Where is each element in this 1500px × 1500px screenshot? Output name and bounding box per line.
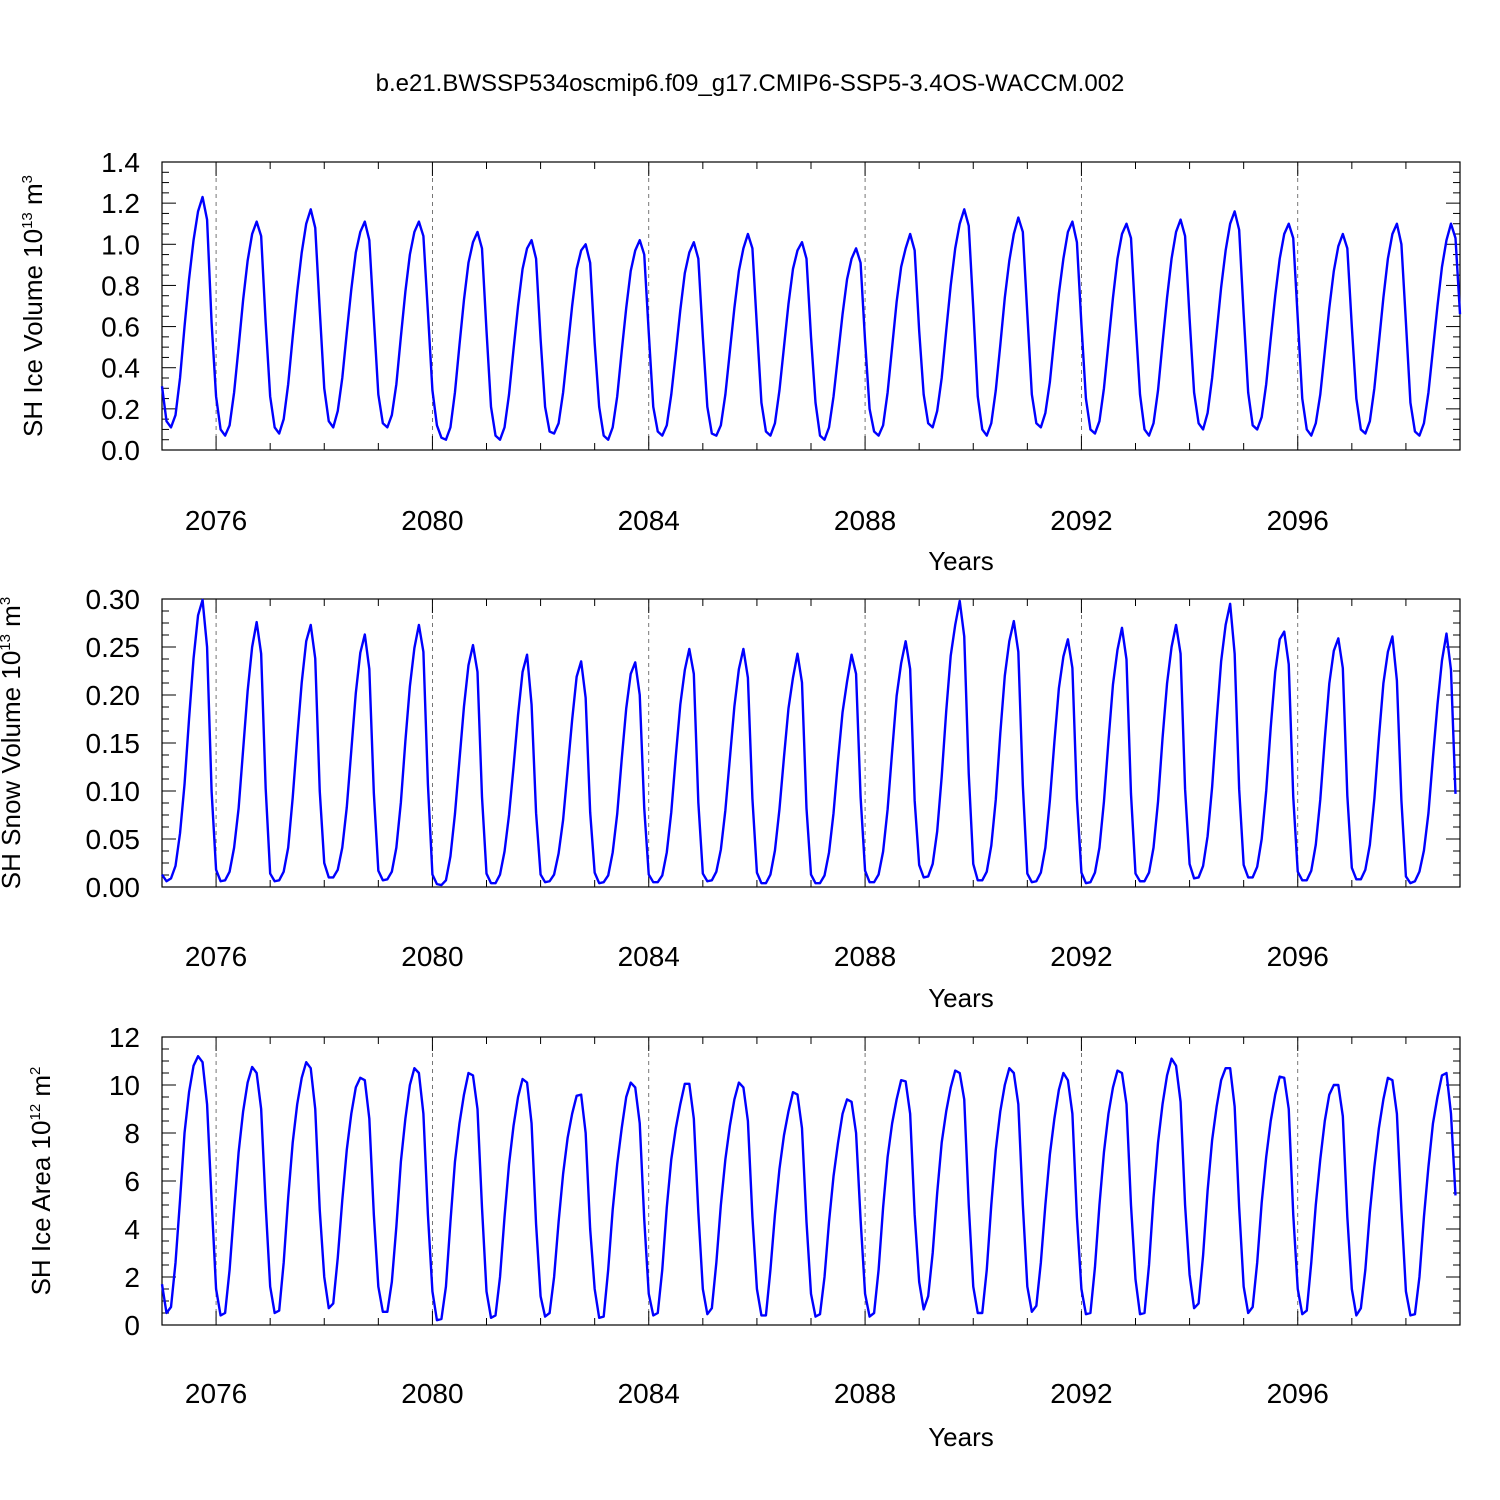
y-axis-label-superscript: 3 (0, 597, 14, 605)
y-tick-label: 0.05 (86, 824, 141, 855)
y-tick-label: 2 (124, 1262, 140, 1293)
y-tick-label: 0.15 (86, 728, 141, 759)
x-tick-label: 2080 (401, 941, 463, 972)
y-tick-label: 0.4 (101, 353, 140, 384)
x-tick-label: 2096 (1267, 505, 1329, 536)
x-tick-label: 2088 (834, 1378, 896, 1409)
x-tick-label: 2088 (834, 941, 896, 972)
y-axis-label-superscript: 12 (27, 1104, 44, 1121)
y-tick-label: 8 (124, 1118, 140, 1149)
y-axis-label-text: SH Ice Area 10 (26, 1121, 56, 1296)
x-tick-label: 2080 (401, 1378, 463, 1409)
y-axis-label-superscript: 13 (0, 634, 14, 651)
y-tick-label: 1.2 (101, 188, 140, 219)
y-axis-label-superscript: 2 (27, 1067, 44, 1075)
x-tick-label: 2096 (1267, 1378, 1329, 1409)
y-axis-label-text: m (26, 1075, 56, 1104)
x-axis-label: Years (928, 983, 994, 1013)
y-tick-label: 0.00 (86, 872, 141, 903)
y-axis-label-text: m (18, 183, 48, 212)
x-tick-label: 2084 (618, 1378, 680, 1409)
y-axis-label-superscript: 3 (19, 175, 36, 183)
y-tick-label: 0.10 (86, 776, 141, 807)
x-tick-label: 2092 (1050, 505, 1112, 536)
x-tick-label: 2092 (1050, 941, 1112, 972)
y-tick-label: 1.0 (101, 229, 140, 260)
figure-title: b.e21.BWSSP534oscmip6.f09_g17.CMIP6-SSP5… (375, 70, 1125, 97)
x-tick-label: 2084 (618, 941, 680, 972)
y-tick-label: 6 (124, 1166, 140, 1197)
y-tick-label: 0.6 (101, 312, 140, 343)
x-tick-label: 2076 (185, 941, 247, 972)
y-tick-label: 4 (124, 1214, 140, 1245)
y-tick-label: 0.8 (101, 270, 140, 301)
y-tick-label: 10 (109, 1070, 140, 1101)
y-axis-label: SH Ice Area 1012 m2 (26, 1067, 56, 1296)
panel-1: 0.0 0.2 0.4 0.6 0.8 1.0 1.2 1.4 2076 2080 2084 2088… (18, 147, 1462, 576)
plot-frame (161, 598, 1461, 888)
y-axis-label-text: m (0, 605, 26, 634)
series-line-1 (160, 1054, 1457, 1322)
y-tick-label: 0.0 (101, 435, 140, 466)
y-axis-label-text: SH Ice Volume 10 (18, 229, 48, 437)
x-tick-label: 2092 (1050, 1378, 1112, 1409)
x-tick-label: 2088 (834, 505, 896, 536)
x-axis-label: Years (928, 546, 994, 576)
y-axis-label-superscript: 13 (19, 212, 36, 229)
series-line-1 (161, 598, 1457, 887)
y-tick-label: 1.4 (101, 147, 140, 178)
y-axis-label: SH Ice Volume 1013 m3 (18, 175, 48, 437)
x-tick-label: 2080 (401, 505, 463, 536)
x-axis-label: Years (928, 1422, 994, 1452)
series-line-1 (160, 195, 1462, 441)
x-tick-label: 2084 (618, 505, 680, 536)
y-tick-label: 0.2 (101, 394, 140, 425)
plot-frame (161, 161, 1461, 451)
y-tick-label: 0.20 (86, 680, 141, 711)
y-tick-label: 12 (109, 1022, 140, 1053)
y-tick-label: 0.30 (86, 584, 141, 615)
panel-2: 0.00 0.05 0.10 0.15 0.20 0.25 0.30 2076 2080 2084… (0, 584, 1461, 1013)
x-tick-label: 2076 (185, 1378, 247, 1409)
panel-3: 0 2 4 6 8 10 12 2076 2080 2084 2088 2092 2096 Years SH… (26, 1022, 1461, 1452)
y-axis-label-text: SH Snow Volume 10 (0, 651, 26, 889)
x-tick-label: 2076 (185, 505, 247, 536)
y-axis-label: SH Snow Volume 1013 m3 (0, 597, 26, 889)
y-tick-label: 0.25 (86, 632, 141, 663)
y-tick-label: 0 (124, 1310, 140, 1341)
x-tick-label: 2096 (1267, 941, 1329, 972)
